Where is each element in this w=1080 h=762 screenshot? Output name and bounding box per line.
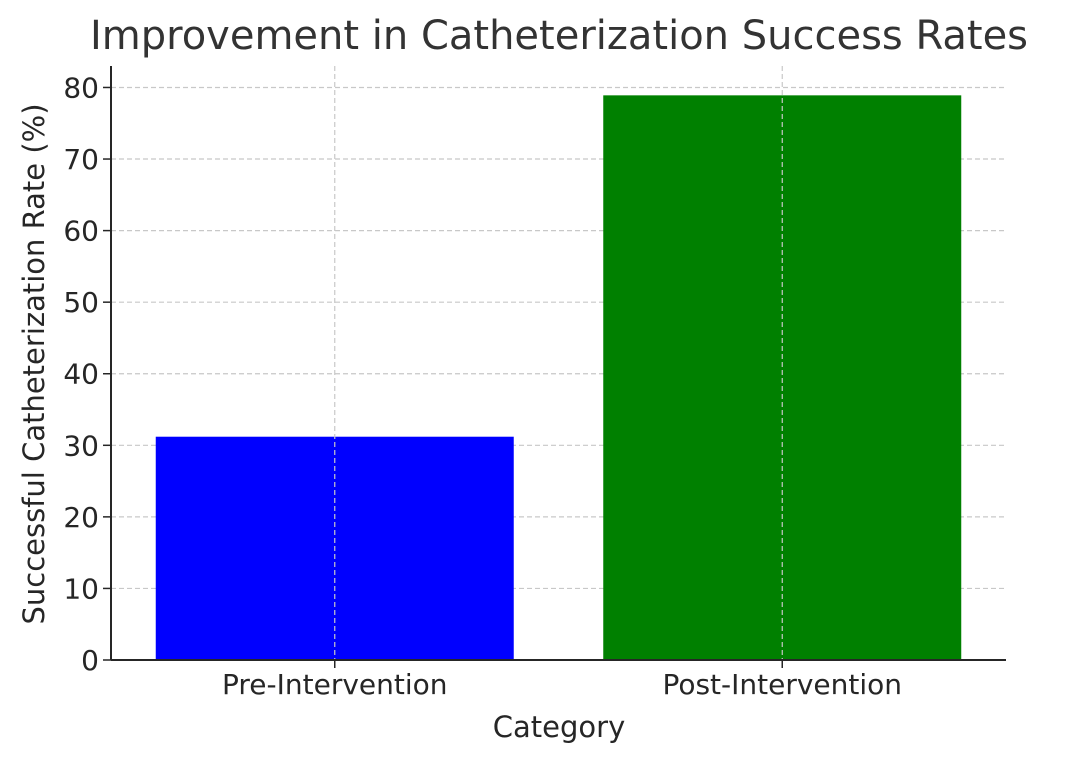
y-tick-label: 10 (63, 572, 99, 605)
axis-layer: 0 10 20 30 40 50 60 70 80 Pre-Intervention Post-In… (63, 66, 1006, 701)
y-tick-label: 80 (63, 71, 99, 104)
x-tick-label: Post-Intervention (662, 668, 902, 701)
y-tick-label: 70 (63, 143, 99, 176)
x-tick-label: Pre-Intervention (222, 668, 448, 701)
y-tick-label: 40 (63, 358, 99, 391)
y-tick-label: 50 (63, 286, 99, 319)
y-tick-label: 60 (63, 215, 99, 248)
y-tick-label: 20 (63, 501, 99, 534)
bar-layer (155, 95, 962, 661)
chart-title: Improvement in Catheterization Success R… (89, 13, 1029, 59)
vertical-grid-layer (334, 66, 783, 660)
y-tick-label: 0 (81, 644, 99, 677)
y-tick-label: 30 (63, 429, 99, 462)
y-axis-title: Successful Catheterization Rate (%) (17, 103, 51, 624)
x-axis-title: Category (493, 710, 625, 744)
